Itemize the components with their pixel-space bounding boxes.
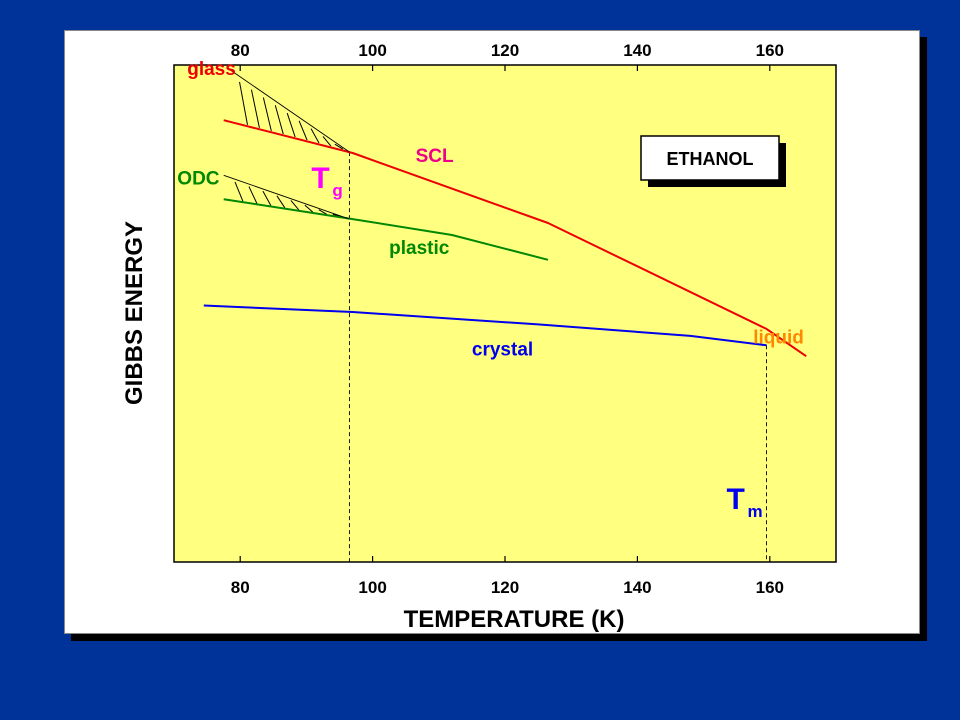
- odc-hatch-1: [234, 181, 244, 202]
- glass-hatch-8: [322, 136, 332, 147]
- glass-hatch-2: [250, 89, 260, 129]
- x-tick-label-bottom-80: 80: [231, 578, 250, 597]
- hatch-layer: [234, 81, 344, 217]
- curve-label-crystal: crystal: [472, 340, 533, 361]
- x-tick-label-bottom-120: 120: [491, 578, 519, 597]
- odc-hatch-3: [262, 190, 272, 206]
- x-tick-label-top-160: 160: [756, 41, 784, 60]
- series-layer: [203, 69, 807, 358]
- curve-label-scl: SCL: [416, 146, 454, 167]
- x-tick-label-top-140: 140: [623, 41, 651, 60]
- x-tick-label-bottom-140: 140: [623, 578, 651, 597]
- glass-hatch-1: [239, 81, 248, 125]
- label-layer: glass SCL ODC plastic crystal liquid: [177, 59, 804, 361]
- glass-hatch-4: [274, 105, 284, 135]
- curve-label-odc: ODC: [177, 168, 220, 189]
- legend-label: ETHANOL: [667, 149, 754, 169]
- glass-hatch-3: [262, 97, 272, 132]
- odc-hatch-5: [290, 200, 300, 211]
- x-tick-label-bottom-160: 160: [756, 578, 784, 597]
- tick-layer: 80 80 100 100 120 120 140 140 160 160: [231, 41, 784, 597]
- t-m-subscript: m: [747, 502, 762, 521]
- glass-hatch-9: [334, 143, 344, 150]
- t-g-subscript: g: [332, 181, 342, 200]
- t-m-label: T: [726, 483, 744, 516]
- x-tick-label-top-80: 80: [231, 41, 250, 60]
- glass-hatch-7: [310, 128, 320, 144]
- series-scl-line: [223, 119, 807, 358]
- t-g-label: T: [311, 162, 329, 195]
- x-tick-label-top-120: 120: [491, 41, 519, 60]
- series-crystal-line: [203, 304, 767, 347]
- x-tick-label-bottom-100: 100: [358, 578, 386, 597]
- odc-hatch-6: [304, 204, 314, 213]
- x-tick-label-top-100: 100: [358, 41, 386, 60]
- series-plastic-line: [223, 198, 549, 261]
- x-axis-title: TEMPERATURE (K): [404, 606, 625, 633]
- curve-label-glass: glass: [187, 59, 236, 80]
- series-odc-extrapolation-line: [223, 174, 350, 220]
- glass-hatch-5: [286, 112, 296, 138]
- odc-hatch-7: [318, 209, 328, 215]
- series-glass-extrapolation-line: [230, 69, 350, 153]
- curve-label-liquid: liquid: [753, 327, 804, 348]
- odc-hatch-2: [248, 186, 258, 204]
- legend-box: ETHANOL: [640, 135, 786, 187]
- odc-hatch-4: [276, 195, 286, 209]
- y-axis-title: GIBBS ENERGY: [121, 221, 148, 405]
- curve-label-plastic: plastic: [389, 238, 450, 259]
- glass-hatch-6: [298, 120, 308, 141]
